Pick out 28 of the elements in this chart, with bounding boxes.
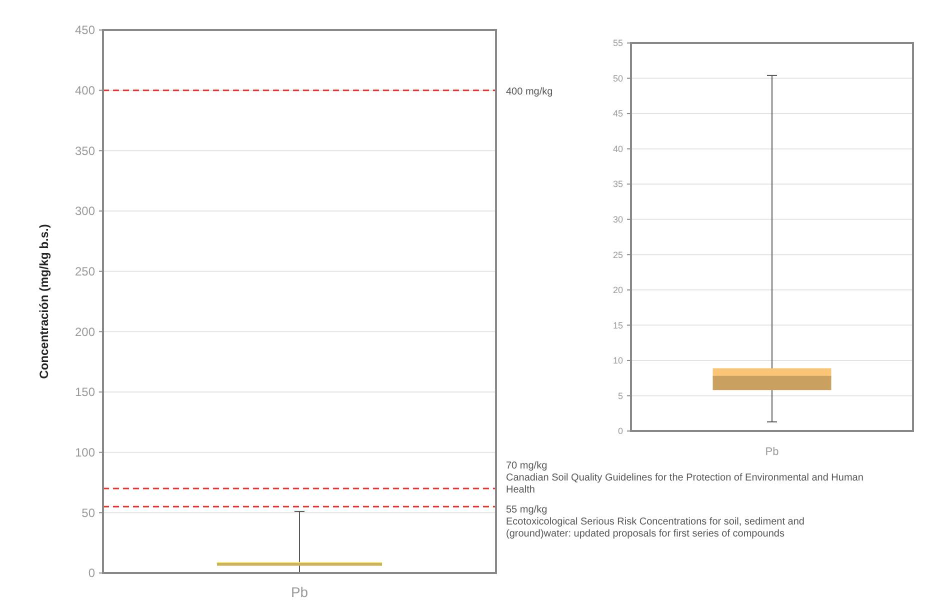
y-tick-label: 200 (74, 324, 96, 339)
y-tick-label: 100 (74, 446, 96, 460)
y-tick-label: 250 (74, 264, 96, 279)
y-tick-label: 450 (74, 23, 96, 38)
y-tick-label: 20 (612, 285, 623, 296)
y-tick-label: 10 (612, 356, 623, 366)
y-tick-label: 400 (74, 84, 96, 98)
y-tick-label: 55 (612, 38, 623, 48)
x-tick-label: Pb (290, 584, 308, 600)
ref-line-label: 70 mg/kg Canadian Soil Quality Guidelines for the Protection of Environmental and Human Health (506, 460, 864, 496)
y-tick-label: 300 (74, 204, 96, 218)
y-tick-label: 25 (612, 250, 623, 260)
y-tick-label: 35 (612, 179, 623, 190)
y-tick-label: 5 (618, 390, 623, 401)
y-tick-label: 50 (612, 73, 623, 84)
y-axis-title: Concentración (mg/kg b.s.) (37, 224, 51, 379)
ref-line-label: 400 mg/kg (506, 86, 553, 98)
y-tick-label: 350 (74, 144, 96, 158)
y-tick-label: 0 (88, 566, 96, 580)
x-tick-label: Pb (765, 446, 779, 458)
y-tick-label: 0 (618, 426, 623, 436)
y-tick-label: 30 (612, 214, 623, 225)
y-tick-label: 50 (82, 506, 96, 520)
y-tick-label: 40 (612, 144, 623, 154)
ref-line-label: 55 mg/kg Ecotoxicological Serious Risk Concentrations for soil, sediment and (ground)water: updated proposals for first series of compounds (506, 504, 804, 540)
y-tick-label: 150 (74, 385, 96, 400)
y-tick-label: 15 (612, 320, 623, 330)
y-tick-label: 45 (612, 108, 623, 119)
